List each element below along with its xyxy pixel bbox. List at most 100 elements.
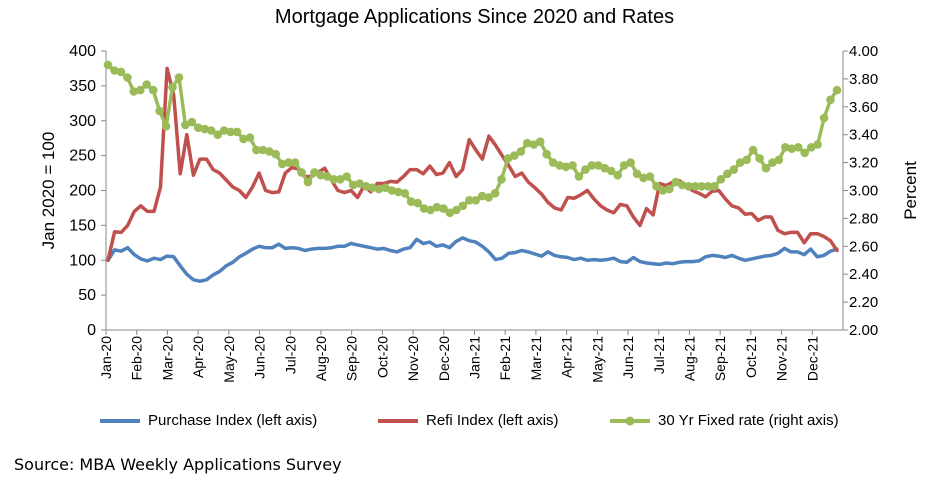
y-tick-label: 250 (69, 148, 96, 165)
legend-label-rate: 30 Yr Fixed rate (right axis) (658, 412, 839, 429)
y-axis-title: Jan 2020 = 100 (39, 132, 58, 250)
rate-marker (826, 95, 835, 105)
rate-marker (400, 189, 410, 198)
rate-marker (458, 201, 468, 211)
rate-marker (290, 158, 300, 167)
rate-marker (794, 143, 803, 152)
y2-axis-title: Percent (901, 161, 920, 220)
x-tick-label: Nov-20 (405, 336, 421, 381)
rate-marker (477, 191, 487, 201)
rate-marker (168, 83, 177, 92)
x-tick-label: Aug-20 (313, 336, 329, 381)
y-tick-label: 0 (87, 322, 96, 339)
rate-marker (387, 186, 397, 195)
legend-item-rate: 30 Yr Fixed rate (right axis) (610, 412, 839, 429)
y2-tick-label: 3.20 (849, 155, 878, 172)
rate-marker (258, 145, 268, 155)
x-tick-label: Jun-21 (620, 336, 636, 379)
x-tick-label: Jan-21 (467, 336, 483, 379)
rate-marker (484, 193, 493, 202)
source-note: Source: MBA Weekly Applications Survey (14, 455, 342, 474)
legend-swatch-purchase (100, 418, 140, 423)
rate-marker (206, 126, 216, 135)
y2-tick-label: 3.80 (849, 71, 878, 88)
rate-marker (445, 208, 455, 218)
y2-tick-label: 2.20 (849, 294, 878, 311)
legend-swatch-refi (378, 418, 418, 423)
y-tick-label: 150 (69, 217, 96, 234)
x-tick-label: Mar-20 (159, 336, 175, 381)
rate-marker (316, 170, 326, 180)
rate-marker (787, 144, 797, 153)
rate-marker (535, 137, 545, 146)
rate-marker (774, 155, 784, 165)
rate-marker (645, 172, 655, 181)
rate-marker (355, 179, 364, 188)
y2-tick-label: 3.00 (849, 183, 878, 200)
y2-tick-label: 3.60 (849, 99, 878, 116)
rate-marker (297, 168, 306, 177)
rate-marker (671, 177, 680, 187)
y2-tick-label: 2.80 (849, 210, 878, 227)
rate-marker (348, 180, 358, 190)
rate-marker (439, 204, 448, 213)
rate-marker (123, 73, 132, 82)
rate-marker (174, 73, 184, 82)
x-tick-label: Jan-20 (98, 336, 114, 379)
rate-marker (342, 172, 352, 181)
rate-marker (490, 189, 500, 198)
rate-marker (561, 162, 571, 172)
rate-marker (335, 175, 345, 184)
rate-marker (129, 87, 139, 96)
y2-tick-label: 4.00 (849, 43, 878, 60)
rate-marker (832, 85, 842, 95)
rate-marker (716, 175, 726, 184)
x-tick-label: Nov-21 (774, 336, 790, 381)
y-tick-label: 350 (69, 78, 96, 95)
rate-marker (781, 143, 790, 152)
legend-swatch-rate (610, 416, 650, 425)
rate-marker (574, 172, 584, 181)
rate-marker (161, 122, 171, 131)
rate-marker (652, 182, 661, 191)
rate-marker (271, 149, 281, 159)
rate-marker (103, 60, 113, 70)
legend-label-refi: Refi Index (left axis) (426, 412, 559, 429)
legend-item-refi: Refi Index (left axis) (378, 412, 559, 429)
y-tick-label: 300 (69, 113, 96, 130)
rate-marker (200, 124, 210, 134)
x-tick-label: Sep-20 (344, 336, 360, 381)
rate-marker (813, 140, 822, 149)
rate-marker (452, 205, 461, 215)
x-tick-label: Sep-21 (712, 336, 728, 381)
rate-marker (697, 182, 706, 191)
rate-marker (613, 170, 622, 180)
y2-tick-label: 2.60 (849, 238, 878, 255)
rate-marker (245, 133, 255, 142)
rate-marker (497, 175, 506, 184)
rate-marker (606, 166, 616, 176)
series-layer (103, 60, 842, 283)
chart-title: Mortgage Applications Since 2020 and Rat… (274, 6, 675, 28)
rate-marker (619, 161, 629, 170)
x-tick-label: Apr-21 (559, 336, 575, 378)
rate-marker (665, 184, 674, 194)
rate-marker (639, 173, 648, 183)
rate-marker (194, 123, 203, 132)
x-tick-label: Oct-21 (743, 336, 759, 378)
rate-marker (213, 130, 222, 139)
rate-marker (587, 161, 597, 170)
rate-marker (632, 169, 642, 179)
legend-item-purchase: Purchase Index (left axis) (100, 412, 317, 429)
y-tick-label: 100 (69, 252, 96, 269)
rate-marker (277, 159, 287, 169)
rate-marker (748, 145, 758, 155)
rate-marker (136, 85, 145, 95)
x-tick-label: Dec-20 (436, 336, 452, 381)
rate-marker (581, 165, 590, 174)
rate-marker (755, 154, 764, 163)
rate-marker (394, 187, 403, 197)
x-tick-label: Mar-21 (528, 336, 544, 381)
rate-marker (142, 80, 151, 89)
rate-marker (729, 165, 739, 174)
